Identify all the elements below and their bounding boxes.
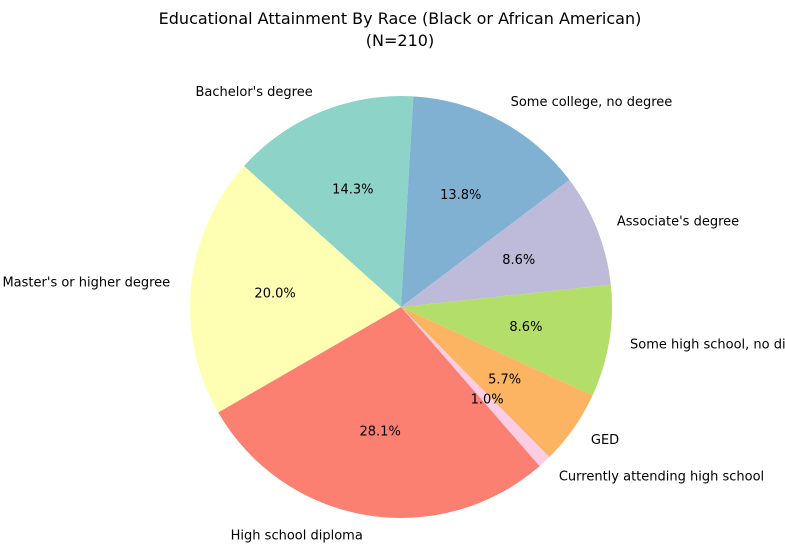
slice-percent-label: 20.0% [254,286,295,301]
slice-percent-label: 13.8% [440,188,481,203]
chart-subtitle: (N=210) [366,31,434,50]
slice-percent-label: 28.1% [360,424,401,439]
slice-label: High school diploma [231,528,363,543]
slice-percent-label: 8.6% [509,320,542,335]
pie-slice [401,284,613,396]
slice-percent-label: 8.6% [502,253,535,268]
pie-slice [244,96,414,307]
slice-label: Bachelor's degree [195,85,312,100]
pie-slice [401,307,593,458]
pie-slice [401,96,570,307]
slices-layer [190,96,613,519]
pie-slice [401,307,550,467]
pie-slice [190,166,401,413]
labels-layer: Master's or higher degree 20.0% Bachelor's… [2,85,785,544]
slice-percent-label: 14.3% [332,182,373,197]
pie-slice [218,307,540,519]
slice-label: Some high school, no diploma [630,337,785,352]
slice-label: Currently attending high school [559,470,764,485]
slice-percent-label: 1.0% [471,392,504,407]
slice-label: Associate's degree [617,214,739,229]
chart-title: Educational Attainment By Race (Black or… [159,9,642,28]
pie-slice [401,179,611,307]
slice-label: GED [591,433,619,448]
slice-label: Master's or higher degree [2,275,170,290]
slice-label: Some college, no degree [511,95,673,110]
slice-percent-label: 5.7% [488,372,521,387]
